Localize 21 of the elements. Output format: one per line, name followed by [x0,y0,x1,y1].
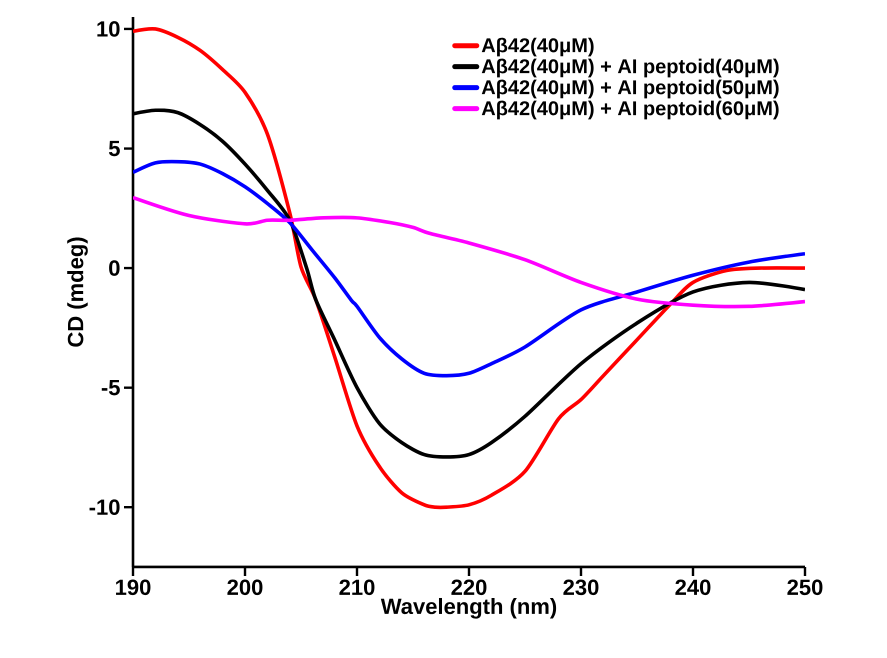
x-tick-label: 210 [339,580,374,596]
y-tick-label: 0 [109,260,120,276]
x-tick-label: 240 [675,580,710,596]
line-series [133,196,805,308]
x-tick-label: 190 [116,580,150,596]
legend-label: Aβ42(40μM) + AI peptoid(40μM) [482,58,779,78]
line-series [133,160,805,378]
y-axis-title: CD (mdeg) [67,238,88,347]
x-axis-title: Wavelength (nm) [380,598,556,619]
legend-label: Aβ42(40μM) + AI peptoid(60μM) [482,100,779,120]
y-tick-label: 10 [97,21,120,37]
x-tick-label: 220 [451,580,486,596]
y-tick-label: -5 [102,380,120,396]
line-series [133,27,805,510]
x-tick-label: 230 [563,580,598,596]
x-tick-label: 250 [787,580,822,596]
x-tick-label: 200 [227,580,262,596]
y-tick-label: -10 [90,499,120,515]
legend-label: Aβ42(40μM) + AI peptoid(50μM) [482,80,779,98]
y-tick-label: 5 [108,140,120,156]
legend-label: Aβ42(40μM) [482,38,594,56]
